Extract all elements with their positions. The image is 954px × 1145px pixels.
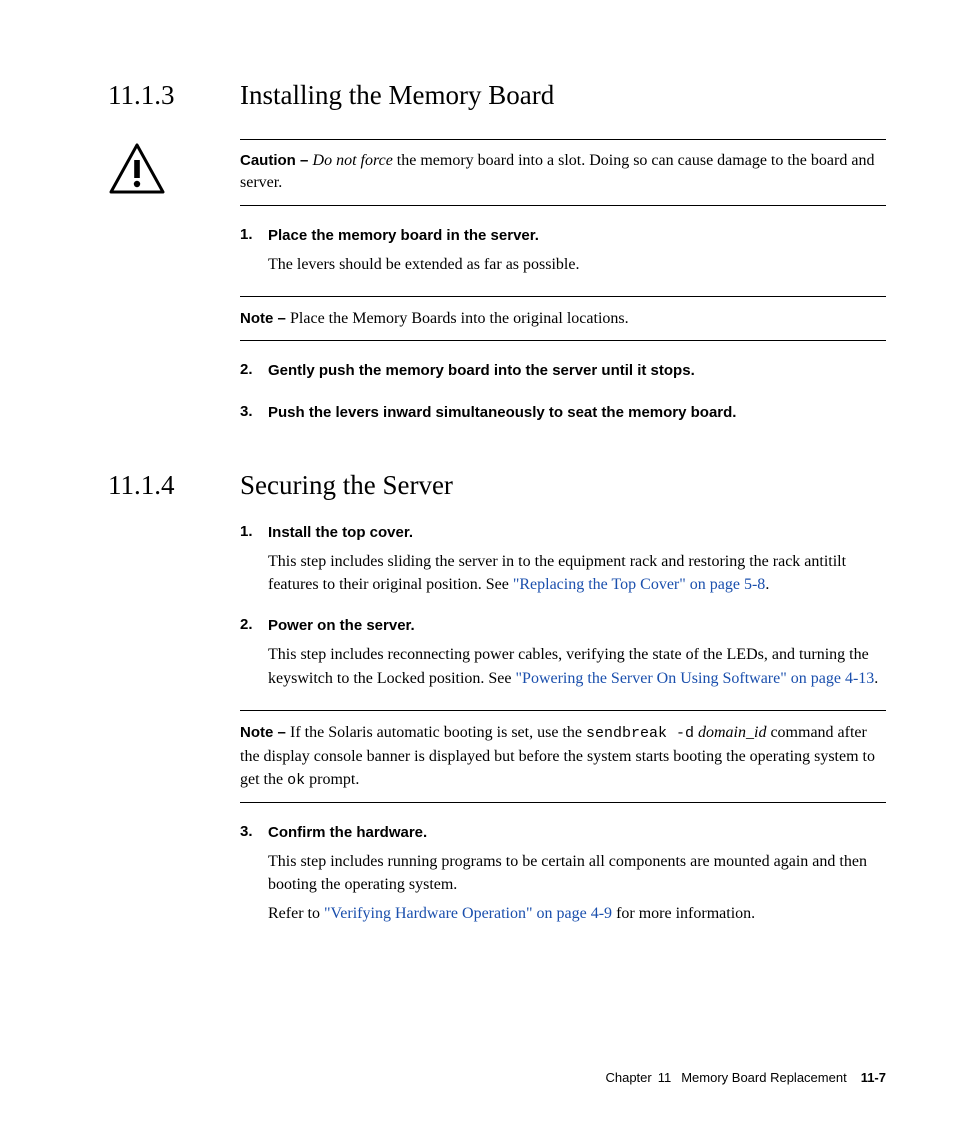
page-footer: Chapter 11 Memory Board Replacement 11-7: [605, 1070, 886, 1085]
step-bold: Gently push the memory board into the se…: [268, 362, 695, 379]
step-desc-post: .: [874, 670, 878, 687]
step-body: Install the top cover. This step include…: [268, 521, 886, 597]
section-heading-1: 11.1.3 Installing the Memory Board: [108, 80, 886, 111]
note-block-2: Note – If the Solaris automatic booting …: [240, 710, 886, 803]
note-block-1: Note – Place the Memory Boards into the …: [240, 296, 886, 341]
note-post2: prompt.: [305, 771, 359, 788]
section-heading-2: 11.1.4 Securing the Server: [108, 470, 886, 501]
code-text: ok: [287, 772, 305, 789]
step-desc-2: Refer to "Verifying Hardware Operation" …: [268, 902, 886, 925]
step-number: 3.: [240, 821, 268, 926]
xref-link[interactable]: "Replacing the Top Cover" on page 5-8: [513, 576, 765, 593]
steps-block-1b: 2. Gently push the memory board into the…: [240, 359, 886, 423]
step-1-1: 1. Place the memory board in the server.…: [240, 224, 886, 276]
note-text: Place the Memory Boards into the origina…: [290, 310, 629, 327]
caution-label: Caution –: [240, 152, 313, 169]
caution-row: Caution – Do not force the memory board …: [108, 139, 886, 206]
section-number-2: 11.1.4: [108, 470, 240, 501]
step-2-3: 3. Confirm the hardware. This step inclu…: [240, 821, 886, 926]
step-number: 1.: [240, 224, 268, 276]
footer-chapter-title: Memory Board Replacement: [681, 1070, 846, 1085]
step-body: Confirm the hardware. This step includes…: [268, 821, 886, 926]
step-2-1: 1. Install the top cover. This step incl…: [240, 521, 886, 597]
caution-body: Caution – Do not force the memory board …: [240, 139, 886, 206]
caution-italic: Do not force: [313, 152, 393, 169]
caution-icon-col: [108, 139, 240, 195]
steps-block-2a: 1. Install the top cover. This step incl…: [240, 521, 886, 690]
step-desc-post: .: [765, 576, 769, 593]
step-number: 2.: [240, 359, 268, 382]
step-bold: Install the top cover.: [268, 524, 413, 541]
section-title-1: Installing the Memory Board: [240, 80, 554, 111]
step-number: 1.: [240, 521, 268, 597]
step-desc: This step includes running programs to b…: [268, 850, 886, 896]
xref-link[interactable]: "Powering the Server On Using Software" …: [516, 670, 875, 687]
step-bold: Power on the server.: [268, 617, 415, 634]
step-desc: This step includes sliding the server in…: [268, 550, 886, 596]
step-body: Push the levers inward simultaneously to…: [268, 401, 886, 424]
code-text: sendbreak -d: [586, 725, 694, 742]
steps-block-2b: 3. Confirm the hardware. This step inclu…: [240, 821, 886, 926]
note-label: Note –: [240, 310, 290, 327]
section-number-1: 11.1.3: [108, 80, 240, 111]
step-number: 3.: [240, 401, 268, 424]
step-body: Place the memory board in the server. Th…: [268, 224, 886, 276]
note-pre: If the Solaris automatic booting is set,…: [290, 724, 586, 741]
section-title-2: Securing the Server: [240, 470, 453, 501]
xref-link[interactable]: "Verifying Hardware Operation" on page 4…: [324, 905, 612, 922]
step-desc2-pre: Refer to: [268, 905, 324, 922]
caution-icon: [108, 143, 166, 195]
step-1-2: 2. Gently push the memory board into the…: [240, 359, 886, 382]
steps-block-1: 1. Place the memory board in the server.…: [240, 224, 886, 276]
step-bold: Place the memory board in the server.: [268, 227, 539, 244]
note-italic: domain_id: [698, 724, 766, 741]
step-bold: Push the levers inward simultaneously to…: [268, 404, 736, 421]
step-bold: Confirm the hardware.: [268, 824, 427, 841]
step-2-2: 2. Power on the server. This step includ…: [240, 614, 886, 690]
step-desc: The levers should be extended as far as …: [268, 253, 886, 276]
step-body: Gently push the memory board into the se…: [268, 359, 886, 382]
step-1-3: 3. Push the levers inward simultaneously…: [240, 401, 886, 424]
document-page: 11.1.3 Installing the Memory Board Cauti…: [0, 0, 954, 1145]
step-desc2-post: for more information.: [612, 905, 755, 922]
footer-chapter-label: Chapter: [605, 1070, 651, 1085]
step-body: Power on the server. This step includes …: [268, 614, 886, 690]
step-number: 2.: [240, 614, 268, 690]
footer-page-number: 11-7: [861, 1070, 886, 1085]
footer-chapter-num: 11: [658, 1070, 672, 1085]
step-desc: This step includes reconnecting power ca…: [268, 643, 886, 689]
note-label: Note –: [240, 724, 290, 741]
